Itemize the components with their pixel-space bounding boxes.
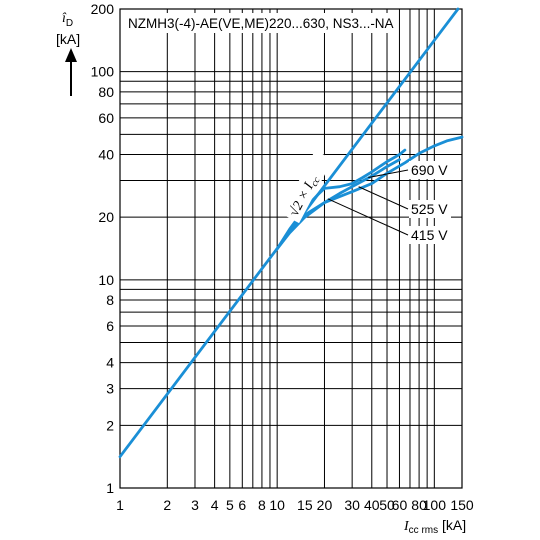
y-tick-label: 20 [98, 209, 114, 225]
y-axis-arrowhead [65, 48, 77, 62]
x-tick-label: 20 [317, 497, 333, 513]
y-axis-unit: [kA] [56, 31, 80, 47]
y-tick-label: 6 [106, 318, 114, 334]
voltage-label: 415 V [411, 227, 448, 243]
x-tick-label: 2 [163, 497, 171, 513]
x-tick-label: 60 [392, 497, 408, 513]
y-axis-symbol: îD [62, 11, 73, 29]
x-tick-label: 6 [238, 497, 246, 513]
labels-group: NZMH3(-4)-AE(VE,ME)220...630, NS3...-NA√… [124, 13, 451, 244]
y-tick-label: 8 [106, 292, 114, 308]
x-tick-label: 1 [116, 497, 124, 513]
y-tick-label: 1 [106, 480, 114, 496]
y-tick-label: 40 [98, 147, 114, 163]
x-tick-label: 8 [258, 497, 266, 513]
x-tick-label: 4 [211, 497, 219, 513]
x-tick-label: 30 [344, 497, 360, 513]
grid [119, 8, 463, 489]
voltage-label: 690 V [411, 162, 448, 178]
x-tick-label: 40 [364, 497, 380, 513]
leader-line [358, 186, 409, 210]
x-axis-label: Icc rms [kA] [403, 517, 466, 536]
plot-frame [119, 8, 463, 489]
y-tick-label: 200 [91, 1, 115, 17]
y-tick-label: 4 [106, 355, 114, 371]
y-tick-label: 2 [106, 417, 114, 433]
voltage-label-backdrop [409, 226, 451, 244]
x-tick-label: 100 [423, 497, 447, 513]
voltage-label-backdrop [409, 161, 451, 179]
x-tick-label: 150 [450, 497, 474, 513]
y-tick-label: 80 [98, 84, 114, 100]
x-tick-label: 15 [297, 497, 313, 513]
ideal-label-backdrop [281, 150, 333, 224]
voltage-label: 525 V [411, 201, 448, 217]
y-tick-label: 10 [98, 272, 114, 288]
series-line-1 [118, 7, 460, 459]
x-tick-label: 50 [379, 497, 395, 513]
plot-area [120, 9, 462, 488]
leader-line [368, 169, 409, 179]
x-tick-label: 5 [226, 497, 234, 513]
x-tick-label: 3 [191, 497, 199, 513]
chart-title: NZMH3(-4)-AE(VE,ME)220...630, NS3...-NA [128, 16, 394, 31]
leader-line [327, 198, 409, 236]
x-tick-label: 80 [411, 497, 427, 513]
y-tick-label: 60 [98, 110, 114, 126]
voltage-label-backdrop [409, 200, 451, 218]
title-backdrop [124, 13, 392, 33]
x-tick-label: 10 [269, 497, 285, 513]
series-line-3 [275, 135, 464, 251]
y-tick-label: 100 [91, 64, 115, 80]
y-tick-label: 3 [106, 381, 114, 397]
